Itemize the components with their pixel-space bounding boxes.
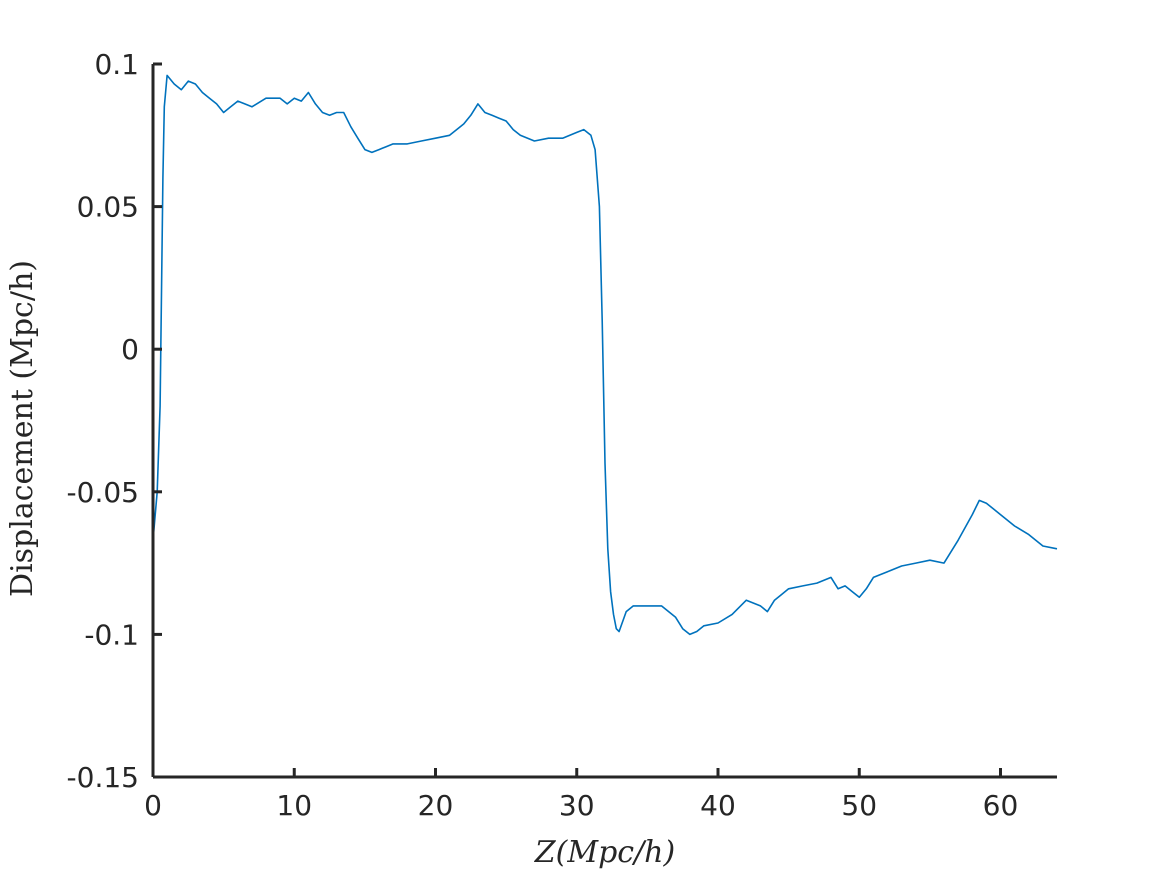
- x-tick-label: 40: [700, 789, 736, 822]
- y-tick-label: -0.15: [67, 761, 139, 794]
- series-layer: [152, 74, 1058, 636]
- y-tick-label: 0.1: [94, 48, 139, 81]
- y-axis-title: Displacement (Mpc/h): [5, 260, 40, 597]
- y-tick-label: -0.05: [67, 476, 139, 509]
- x-ticks: 0 10 20 30 40 50 60: [144, 768, 1018, 822]
- axes-layer: [151, 64, 1057, 779]
- x-tick-label: 20: [418, 789, 454, 822]
- x-tick-label: 10: [276, 789, 312, 822]
- y-tick-label: -0.1: [84, 618, 139, 651]
- x-tick-label: 50: [841, 789, 877, 822]
- x-tick-label: 0: [144, 789, 162, 822]
- y-ticks: -0.15 -0.1 -0.05 0 0.05 0.1: [67, 48, 162, 794]
- y-tick-label: 0.05: [77, 191, 139, 224]
- x-tick-label: 60: [983, 789, 1019, 822]
- series-line-0: [152, 74, 1058, 636]
- x-tick-label: 30: [559, 789, 595, 822]
- x-axis-title: Z(Mpc/h): [534, 835, 675, 870]
- y-tick-label: 0: [121, 333, 139, 366]
